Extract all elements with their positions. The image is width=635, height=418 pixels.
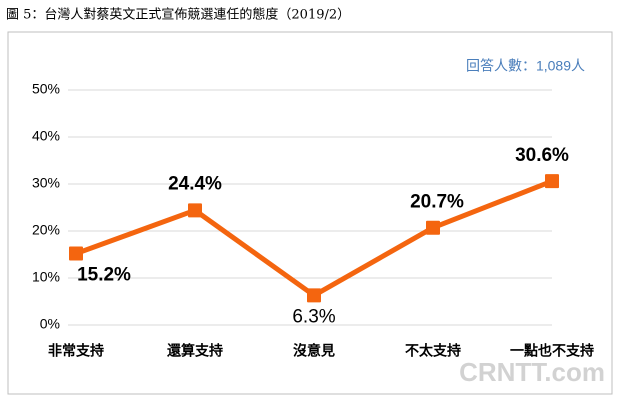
annotation: 回答人數：1,089人 xyxy=(466,58,585,74)
watermark: CRNTT.com xyxy=(459,357,605,387)
y-tick-label: 50% xyxy=(32,81,60,97)
data-label: 20.7% xyxy=(410,192,464,213)
y-tick-label: 40% xyxy=(32,128,60,144)
y-tick-label: 0% xyxy=(40,316,60,332)
data-label: 24.4% xyxy=(168,173,222,194)
data-label: 15.2% xyxy=(77,265,131,286)
marker xyxy=(188,203,202,218)
marker xyxy=(69,246,83,261)
x-tick-label: 不太支持 xyxy=(405,343,461,359)
y-tick-label: 20% xyxy=(32,222,60,238)
marker xyxy=(545,174,559,189)
x-tick-label: 沒意見 xyxy=(293,343,335,359)
x-tick-label: 一點也不支持 xyxy=(510,343,594,359)
x-tick-label: 非常支持 xyxy=(48,343,104,359)
marker xyxy=(307,288,321,303)
marker xyxy=(426,220,440,235)
data-label: 6.3% xyxy=(292,306,335,327)
y-tick-label: 30% xyxy=(32,175,60,191)
data-label: 30.6% xyxy=(515,145,569,166)
x-tick-label: 還算支持 xyxy=(167,343,223,359)
chart-frame xyxy=(7,31,613,395)
y-tick-label: 10% xyxy=(32,269,60,285)
chart-title: 圖 5：台灣人對蔡英文正式宣佈競選連任的態度（2019/2） xyxy=(6,7,350,23)
